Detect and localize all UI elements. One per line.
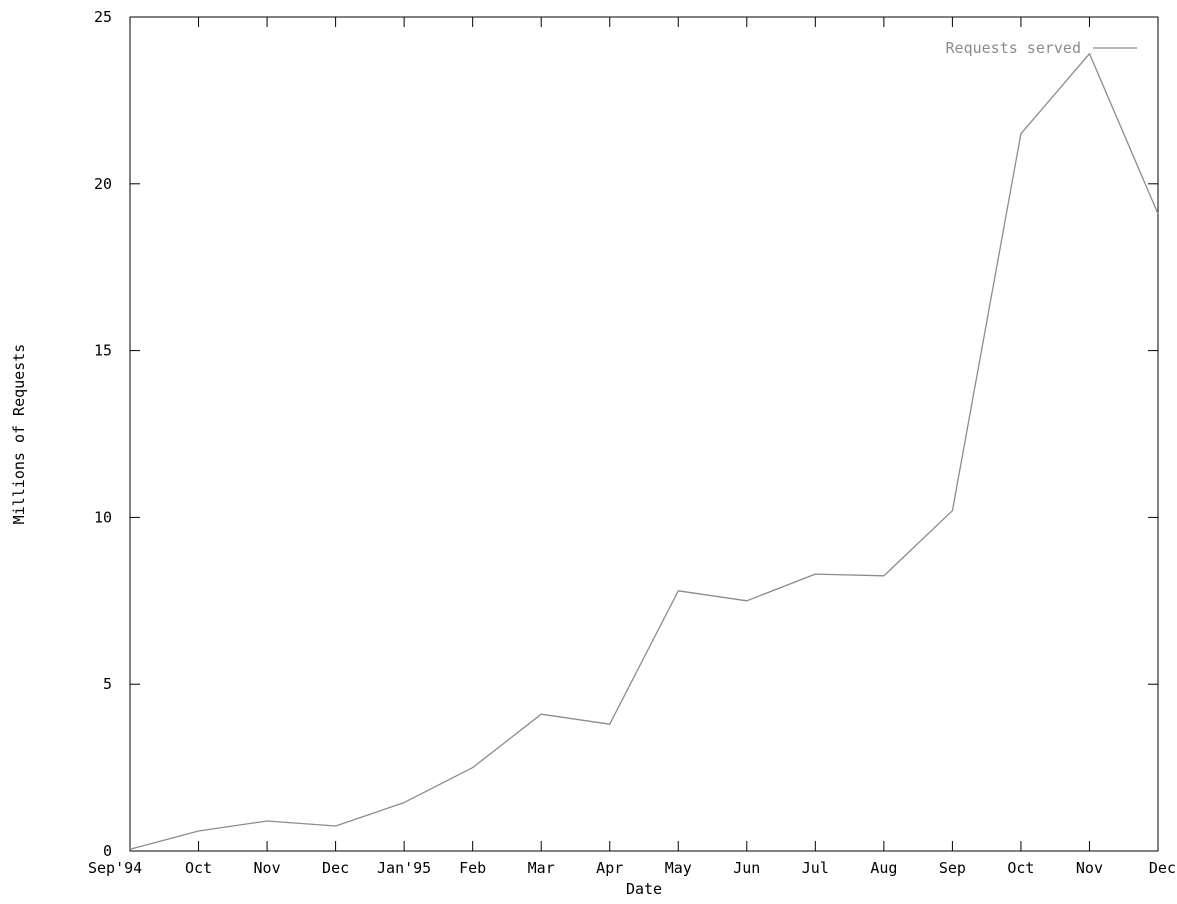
- y-tick-label: 5: [103, 675, 112, 693]
- series-line-requests-served: [129, 53, 1159, 850]
- x-tick-labels: Sep'94 Oct Nov Dec Jan'95 Feb Mar Apr May Jun Jul A…: [88, 859, 1176, 877]
- x-tick-label: Oct: [185, 859, 212, 877]
- series-layer: [129, 53, 1159, 850]
- x-tick-label: Nov: [1076, 859, 1103, 877]
- y-axis-label: Millions of Requests: [10, 344, 28, 525]
- y-tick-label: 0: [103, 842, 112, 860]
- x-tick-label: Apr: [596, 859, 623, 877]
- x-tick-label: Jun: [733, 859, 760, 877]
- x-tick-label: Dec: [1149, 859, 1176, 877]
- x-tick-label: Oct: [1007, 859, 1034, 877]
- legend: Requests served: [946, 39, 1137, 57]
- x-tick-label: Dec: [322, 859, 349, 877]
- legend-label: Requests served: [946, 39, 1081, 57]
- x-tick-label: Jul: [802, 859, 829, 877]
- x-tick-label: Jan'95: [377, 859, 431, 877]
- y-tick-label: 15: [94, 342, 112, 360]
- x-tick-label: May: [665, 859, 692, 877]
- x-axis-label: Date: [626, 880, 662, 898]
- x-tick-label: Aug: [870, 859, 897, 877]
- x-tick-label: Nov: [254, 859, 281, 877]
- y-tick-label: 10: [94, 508, 112, 526]
- x-tick-label: Sep: [939, 859, 966, 877]
- ticks-layer: [129, 16, 1159, 852]
- y-tick-label: 25: [94, 8, 112, 26]
- y-tick-label: 20: [94, 175, 112, 193]
- x-tick-label: Mar: [528, 859, 555, 877]
- plot-frame: [129, 16, 1159, 852]
- y-tick-labels: 0 5 10 15 20 25: [94, 8, 112, 860]
- x-tick-label: Sep'94: [88, 859, 142, 877]
- x-tick-label: Feb: [459, 859, 486, 877]
